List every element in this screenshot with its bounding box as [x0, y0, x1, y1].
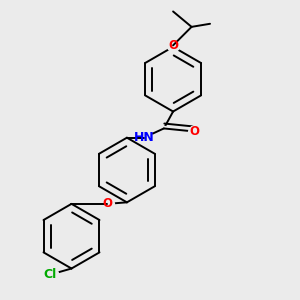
Text: O: O — [102, 197, 112, 210]
Text: O: O — [190, 125, 200, 138]
Text: O: O — [168, 39, 178, 52]
Text: HN: HN — [134, 131, 154, 144]
Text: Cl: Cl — [43, 268, 57, 281]
